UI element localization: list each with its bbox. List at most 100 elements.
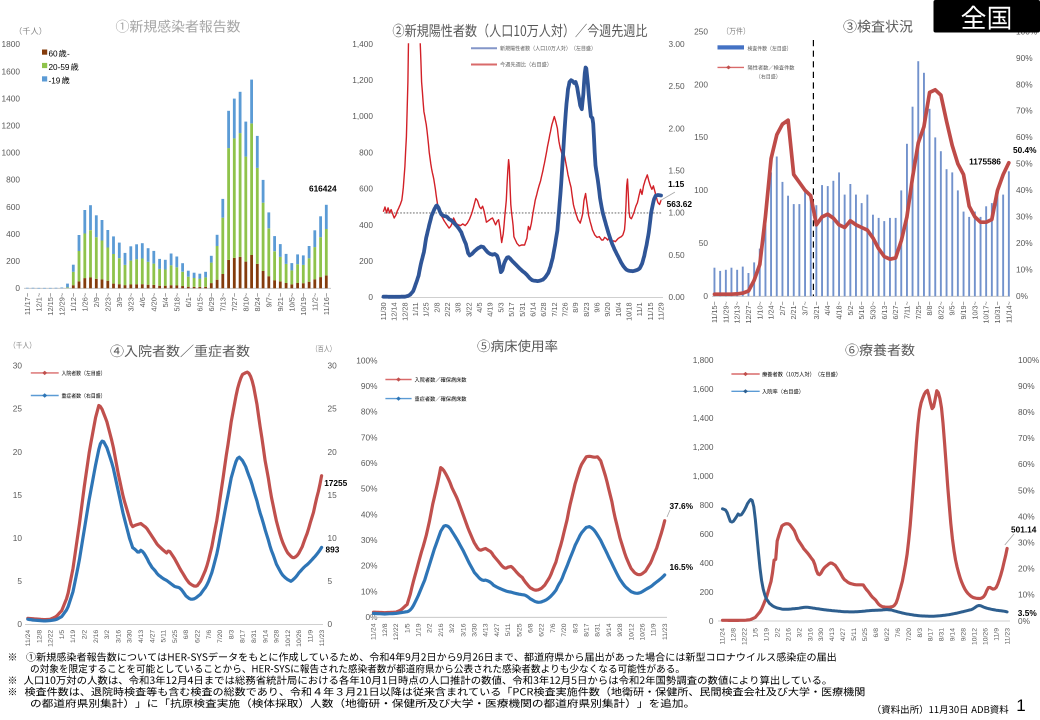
svg-text:10/3~: 10/3~ — [970, 301, 979, 319]
svg-text:100: 100 — [694, 185, 708, 195]
svg-text:3/2: 3/2 — [104, 630, 111, 640]
svg-text:200: 200 — [6, 256, 20, 266]
svg-text:2/9~: 2/9~ — [92, 293, 101, 308]
svg-text:50%: 50% — [361, 484, 378, 494]
svg-text:600: 600 — [700, 529, 714, 539]
svg-text:5/3: 5/3 — [496, 302, 505, 312]
svg-text:0: 0 — [15, 283, 20, 293]
svg-text:0.00: 0.00 — [669, 292, 686, 302]
svg-text:501.14: 501.14 — [1011, 525, 1037, 535]
svg-text:-19: -19 — [49, 76, 61, 85]
svg-text:9/5~: 9/5~ — [948, 301, 957, 315]
svg-text:1/5: 1/5 — [753, 628, 760, 638]
svg-text:12/8: 12/8 — [731, 628, 738, 641]
svg-text:1/19: 1/19 — [763, 628, 770, 641]
svg-text:1/11: 1/11 — [411, 302, 420, 316]
svg-text:2/16: 2/16 — [438, 623, 445, 636]
svg-text:2/2: 2/2 — [81, 630, 88, 640]
svg-text:2/2: 2/2 — [774, 628, 781, 638]
svg-text:80%: 80% — [1018, 407, 1035, 417]
svg-text:8/10~: 8/10~ — [241, 293, 250, 312]
svg-text:800: 800 — [6, 175, 20, 185]
svg-text:8/31: 8/31 — [595, 623, 602, 636]
svg-text:10: 10 — [13, 533, 23, 543]
svg-text:50%: 50% — [1016, 159, 1033, 169]
svg-text:250: 250 — [694, 26, 708, 36]
svg-text:8/17: 8/17 — [240, 630, 247, 643]
svg-text:6/8: 6/8 — [528, 623, 535, 633]
svg-text:3.5%: 3.5% — [1018, 608, 1038, 618]
svg-text:0: 0 — [328, 619, 333, 629]
svg-text:15: 15 — [13, 490, 23, 500]
svg-text:616424: 616424 — [309, 183, 337, 193]
svg-text:2.00: 2.00 — [669, 123, 686, 133]
svg-text:11/15~: 11/15~ — [710, 301, 719, 323]
svg-text:30%: 30% — [1018, 538, 1035, 548]
svg-text:1175586: 1175586 — [969, 156, 1001, 166]
svg-text:9/7~: 9/7~ — [264, 293, 273, 308]
svg-text:70%: 70% — [1016, 106, 1033, 116]
svg-text:25: 25 — [328, 404, 338, 414]
svg-text:12/14: 12/14 — [390, 302, 399, 321]
svg-text:2/7~: 2/7~ — [778, 301, 787, 315]
svg-text:1200: 1200 — [2, 121, 21, 131]
svg-text:0.50: 0.50 — [669, 250, 686, 260]
svg-text:4/13: 4/13 — [138, 630, 145, 643]
svg-text:1800: 1800 — [2, 39, 21, 49]
svg-text:11/23: 11/23 — [662, 623, 669, 640]
svg-text:2/16: 2/16 — [785, 628, 792, 641]
svg-text:7/20: 7/20 — [217, 630, 224, 643]
svg-text:4/13: 4/13 — [483, 623, 490, 636]
svg-text:5/25: 5/25 — [516, 623, 523, 636]
svg-text:7/6: 7/6 — [550, 623, 557, 633]
svg-text:5/11: 5/11 — [505, 623, 512, 636]
svg-text:11/9: 11/9 — [307, 630, 314, 643]
svg-text:1/26~: 1/26~ — [80, 293, 89, 312]
svg-text:30: 30 — [13, 361, 23, 371]
svg-text:50.4%: 50.4% — [1013, 145, 1037, 155]
svg-text:12/22: 12/22 — [393, 623, 400, 640]
svg-text:6/22: 6/22 — [194, 630, 201, 643]
svg-text:6/15~: 6/15~ — [195, 293, 204, 312]
svg-text:1600: 1600 — [2, 66, 21, 76]
svg-text:9/28: 9/28 — [961, 628, 968, 641]
svg-text:7/27~: 7/27~ — [230, 293, 239, 312]
svg-text:3/7~: 3/7~ — [801, 301, 810, 315]
svg-text:60%: 60% — [1016, 132, 1033, 142]
svg-text:5: 5 — [17, 576, 22, 586]
svg-text:11/9: 11/9 — [993, 628, 1000, 641]
svg-text:0%: 0% — [1016, 291, 1029, 301]
svg-text:11/24: 11/24 — [720, 628, 727, 645]
svg-text:6/14: 6/14 — [528, 302, 537, 316]
svg-text:4/13: 4/13 — [829, 628, 836, 641]
svg-text:30%: 30% — [1016, 212, 1033, 222]
svg-text:10/26: 10/26 — [982, 628, 989, 645]
svg-text:1/5: 1/5 — [404, 623, 411, 633]
svg-text:5/25: 5/25 — [172, 630, 179, 643]
svg-text:1: 1 — [1016, 696, 1025, 715]
svg-text:11/15: 11/15 — [646, 302, 655, 320]
svg-text:1,200: 1,200 — [693, 442, 714, 452]
svg-text:7/13~: 7/13~ — [218, 293, 227, 312]
svg-text:2/2: 2/2 — [427, 623, 434, 633]
svg-text:60: 60 — [49, 50, 59, 59]
svg-text:12/15~: 12/15~ — [46, 293, 55, 316]
svg-text:12/22: 12/22 — [48, 630, 55, 647]
svg-text:10/17~: 10/17~ — [982, 301, 991, 323]
svg-text:3/8: 3/8 — [454, 302, 463, 312]
svg-text:4/4~: 4/4~ — [823, 301, 832, 315]
svg-text:5/4~: 5/4~ — [161, 293, 170, 308]
svg-text:8/31: 8/31 — [939, 628, 946, 641]
svg-text:11/23: 11/23 — [1004, 628, 1011, 645]
svg-text:12/1~: 12/1~ — [34, 293, 43, 312]
svg-text:6/13~: 6/13~ — [880, 301, 889, 319]
svg-text:1.50: 1.50 — [669, 166, 686, 176]
svg-text:2/16: 2/16 — [93, 630, 100, 643]
svg-text:11/23: 11/23 — [319, 630, 326, 647]
svg-text:16.5%: 16.5% — [670, 562, 694, 572]
svg-text:8/17: 8/17 — [928, 628, 935, 641]
svg-text:800: 800 — [700, 500, 714, 510]
svg-text:3/30: 3/30 — [818, 628, 825, 641]
svg-text:8/17: 8/17 — [584, 623, 591, 636]
svg-text:893: 893 — [326, 545, 340, 555]
